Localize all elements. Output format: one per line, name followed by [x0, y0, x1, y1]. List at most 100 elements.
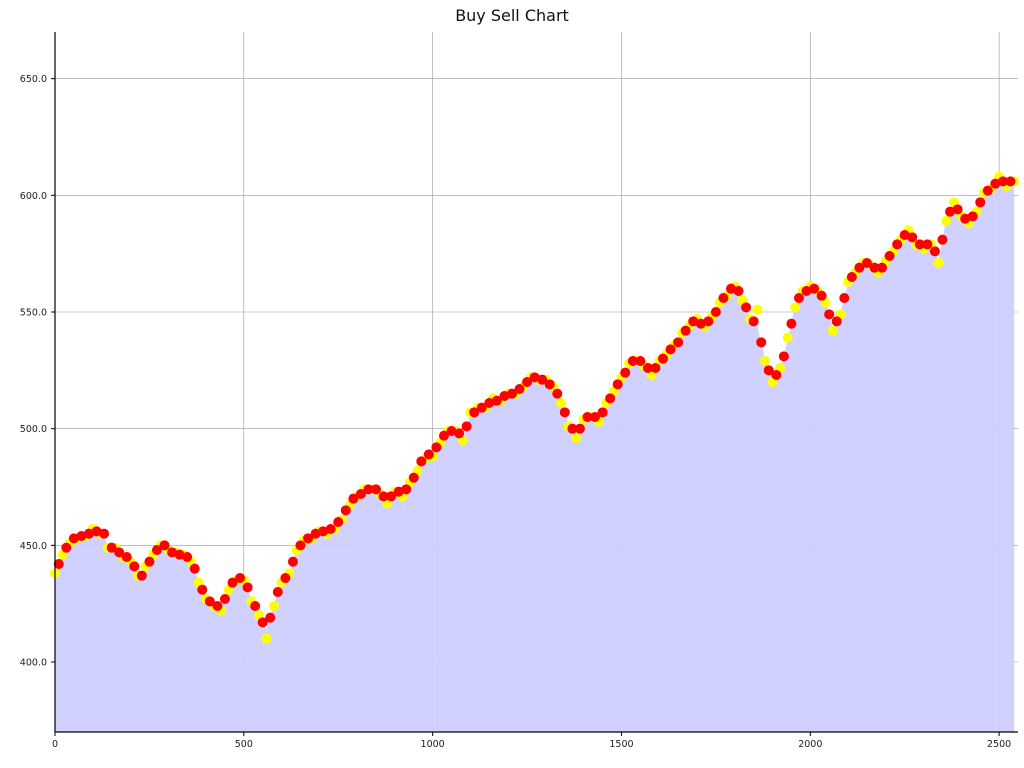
sell-point: [922, 239, 933, 250]
sell-point: [318, 526, 329, 537]
sell-point: [348, 493, 359, 504]
buy-point: [827, 325, 838, 336]
y-tick-label: 650.0: [20, 74, 47, 85]
sell-point: [544, 379, 555, 390]
sell-point: [590, 412, 601, 422]
sell-point: [325, 524, 336, 534]
x-tick-label: 2000: [798, 739, 822, 750]
sell-point: [574, 423, 585, 434]
sell-point: [854, 262, 865, 273]
sell-point: [522, 377, 533, 387]
sell-point: [204, 596, 215, 607]
sell-point: [499, 391, 510, 401]
sell-point: [892, 239, 903, 250]
sell-point: [914, 239, 925, 250]
sell-point: [877, 262, 888, 273]
sell-point: [136, 570, 147, 581]
sell-point: [53, 559, 64, 569]
sell-point: [189, 563, 200, 574]
sell-point: [257, 617, 268, 628]
sell-point: [83, 528, 94, 539]
sell-point: [250, 601, 261, 611]
sell-point: [793, 293, 804, 303]
sell-point: [235, 573, 246, 583]
sell-point: [997, 176, 1008, 187]
sell-point: [658, 353, 669, 364]
sell-point: [280, 573, 291, 583]
trade-points: [50, 171, 1020, 644]
sell-point: [114, 547, 125, 558]
sell-point: [665, 344, 676, 355]
sell-point: [212, 601, 223, 611]
sell-point: [476, 402, 487, 413]
y-tick-label: 550.0: [20, 308, 47, 319]
sell-point: [144, 556, 155, 567]
price-area: [55, 179, 1015, 732]
sell-point: [295, 540, 306, 551]
y-tick-label: 600.0: [20, 191, 47, 202]
sell-point: [990, 178, 1001, 189]
buy-point: [941, 216, 952, 226]
sell-point: [952, 204, 963, 215]
sell-point: [620, 367, 631, 378]
x-tick-label: 1000: [421, 739, 445, 750]
sell-point: [167, 547, 178, 558]
sell-point: [778, 351, 789, 362]
sell-point: [839, 293, 850, 303]
sell-point: [771, 370, 782, 380]
sell-point: [401, 484, 412, 495]
sell-point: [484, 398, 495, 408]
sell-point: [121, 552, 132, 562]
sell-point: [597, 407, 608, 418]
sell-point: [960, 213, 971, 224]
sell-point: [929, 246, 940, 257]
sell-point: [416, 456, 427, 467]
sell-point: [786, 318, 797, 329]
sell-point: [227, 577, 238, 588]
sell-point: [61, 542, 72, 553]
sell-point: [710, 307, 721, 317]
buy-point: [261, 633, 272, 644]
sell-point: [363, 484, 374, 495]
sell-point: [733, 286, 744, 296]
sell-point: [756, 337, 767, 348]
y-tick-label: 400.0: [20, 658, 47, 669]
sell-point: [182, 552, 193, 562]
buy-point: [790, 302, 801, 313]
sell-point: [801, 286, 812, 296]
sell-point: [371, 484, 381, 495]
sell-point: [1005, 176, 1016, 187]
sell-point: [831, 316, 842, 327]
sell-point: [76, 531, 87, 541]
x-tick-label: 500: [235, 739, 253, 750]
sell-point: [197, 584, 208, 595]
price-area-fill: [55, 179, 1015, 732]
sell-point: [967, 211, 978, 222]
sell-point: [673, 337, 684, 348]
sell-point: [582, 412, 593, 422]
sell-point: [272, 587, 283, 597]
sell-point: [446, 426, 457, 436]
sell-point: [537, 374, 548, 385]
sell-point: [718, 293, 729, 303]
sell-point: [824, 309, 835, 320]
sell-point: [884, 251, 895, 261]
sell-point: [552, 388, 563, 399]
sell-point: [151, 545, 162, 555]
sell-point: [559, 407, 570, 418]
sell-point: [982, 185, 993, 196]
sell-point: [725, 283, 736, 294]
buy-point: [752, 304, 763, 315]
sell-point: [869, 262, 880, 273]
sell-point: [703, 316, 714, 327]
sell-point: [303, 533, 314, 544]
y-tick-label: 500.0: [20, 424, 47, 435]
sell-point: [514, 384, 525, 394]
sell-point: [937, 234, 948, 245]
buy-point: [759, 356, 770, 366]
sell-point: [695, 318, 706, 329]
sell-point: [106, 542, 117, 553]
sell-point: [454, 428, 465, 439]
sell-point: [423, 449, 434, 460]
